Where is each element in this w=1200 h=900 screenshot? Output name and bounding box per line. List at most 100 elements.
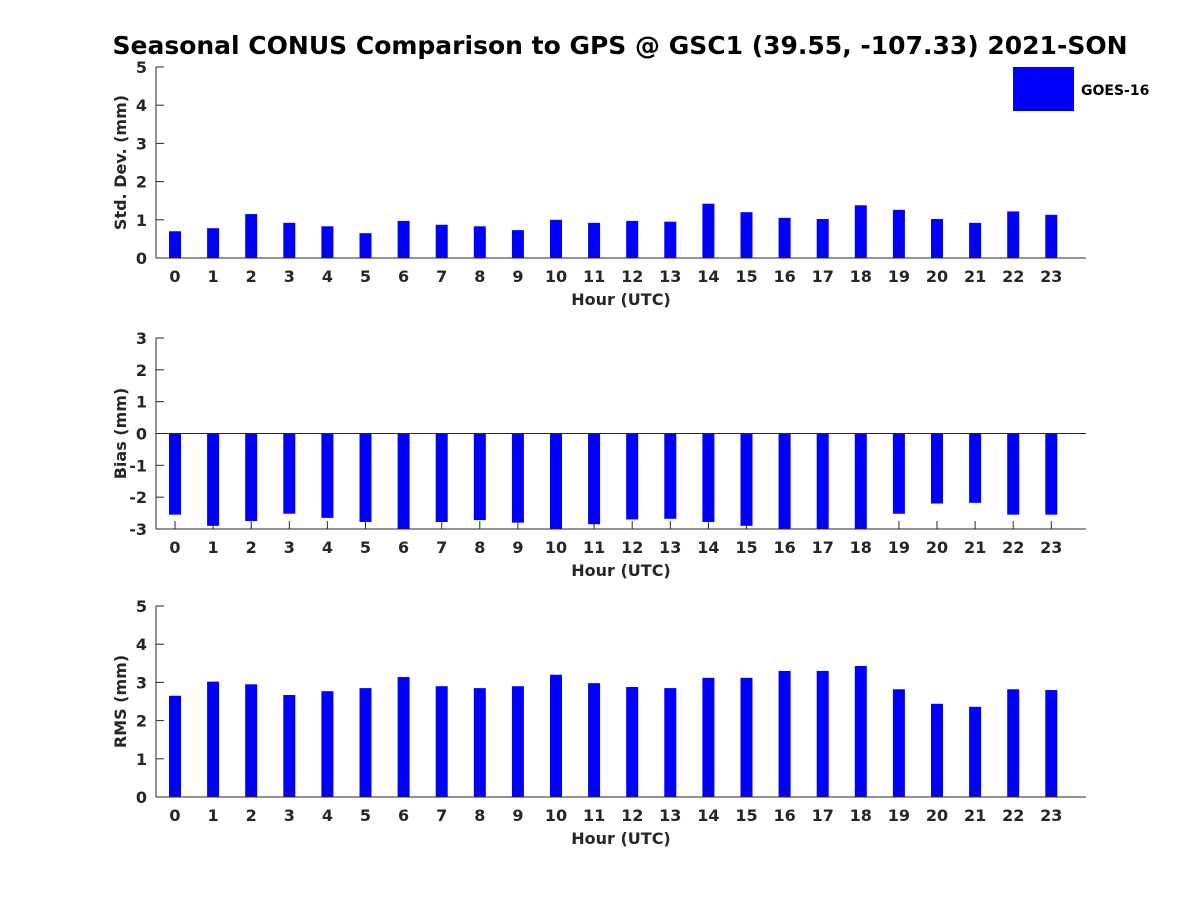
bar-hour-20 [931,703,943,797]
y-axis-label: RMS (mm) [111,655,130,748]
y-tick-label: 0 [136,788,147,807]
y-tick-label: 0 [136,249,147,268]
y-tick-label: 2 [136,712,147,731]
bar-hour-17 [816,433,829,529]
bar-hour-18 [854,205,867,258]
bar-hour-22 [1007,433,1020,515]
x-tick-label: 19 [888,806,910,825]
chart-title: Seasonal CONUS Comparison to GPS @ GSC1 … [112,31,1127,60]
bar-hour-0 [169,231,181,258]
x-tick-label: 23 [1040,806,1062,825]
bar-hour-4 [321,226,334,258]
x-tick-label: 21 [964,538,986,557]
x-tick-label: 3 [284,267,295,286]
bar-hour-5 [359,433,372,522]
x-tick-label: 19 [888,538,910,557]
x-tick-label: 19 [888,267,910,286]
bar-hour-15 [740,212,753,258]
bar-hour-21 [969,222,982,258]
x-tick-label: 10 [545,538,567,557]
bar-hour-16 [778,217,791,258]
bar-hour-19 [892,433,905,514]
bar-hour-2 [245,684,258,797]
bar-hour-8 [473,688,486,797]
bar-hour-13 [664,688,677,797]
bar-hour-20 [931,219,943,258]
x-tick-label: 0 [169,267,180,286]
bar-hour-13 [664,433,677,519]
bar-hour-11 [588,683,601,797]
bar-hour-19 [892,689,905,797]
bar-hour-15 [740,677,753,797]
y-tick-label: 4 [136,635,147,654]
bar-hour-10 [550,433,562,529]
bar-hour-9 [511,686,524,797]
x-tick-label: 1 [208,538,219,557]
bar-hour-20 [931,433,943,504]
bar-hour-1 [207,228,220,258]
x-tick-label: 6 [398,538,409,557]
bar-hour-5 [359,233,372,258]
x-tick-label: 16 [773,267,795,286]
x-tick-label: 23 [1040,538,1062,557]
bar-hour-12 [626,686,639,797]
bar-hour-22 [1007,689,1020,797]
bar-hour-21 [969,706,982,797]
y-tick-label: 3 [136,329,147,348]
bar-hour-6 [397,220,410,258]
y-tick-label: 2 [136,173,147,192]
bar-hour-1 [207,681,220,797]
x-tick-label: 9 [512,538,523,557]
x-tick-label: 11 [583,538,605,557]
bar-hour-10 [550,219,562,258]
y-tick-label: 2 [136,361,147,380]
bar-hour-13 [664,221,677,258]
bar-hour-17 [816,219,829,258]
x-tick-label: 7 [436,267,447,286]
x-tick-label: 1 [208,806,219,825]
x-tick-label: 3 [284,538,295,557]
x-tick-label: 0 [169,806,180,825]
bar-hour-18 [854,665,867,797]
x-tick-label: 12 [621,806,643,825]
x-tick-label: 15 [735,267,757,286]
x-tick-label: 9 [512,267,523,286]
x-tick-label: 5 [360,538,371,557]
x-tick-label: 7 [436,538,447,557]
y-tick-label: 3 [136,134,147,153]
x-tick-label: 22 [1002,806,1024,825]
x-tick-label: 18 [850,267,872,286]
x-axis-label: Hour (UTC) [571,561,671,580]
bar-hour-4 [321,433,334,518]
x-tick-label: 14 [697,806,719,825]
bar-hour-8 [473,433,486,521]
bar-hour-23 [1045,433,1058,515]
x-tick-label: 6 [398,806,409,825]
x-tick-label: 12 [621,267,643,286]
x-tick-label: 1 [208,267,219,286]
y-axis-label: Bias (mm) [111,388,130,480]
x-tick-label: 10 [545,267,567,286]
x-tick-label: 6 [398,267,409,286]
x-tick-label: 14 [697,538,719,557]
bar-hour-22 [1007,211,1020,258]
y-tick-label: 5 [136,58,147,77]
bar-hour-7 [435,433,448,522]
x-tick-label: 13 [659,538,681,557]
bar-hour-6 [397,433,410,529]
y-tick-label: 1 [136,393,147,412]
x-tick-label: 17 [812,267,834,286]
bar-hour-14 [702,677,715,797]
bar-hour-23 [1045,214,1058,258]
x-tick-label: 22 [1002,267,1024,286]
x-tick-label: 7 [436,806,447,825]
bar-hour-8 [473,226,486,258]
bar-hour-15 [740,433,753,526]
x-tick-label: 4 [322,538,333,557]
x-tick-label: 20 [926,806,948,825]
bar-hour-2 [245,214,258,258]
bar-hour-2 [245,433,258,522]
